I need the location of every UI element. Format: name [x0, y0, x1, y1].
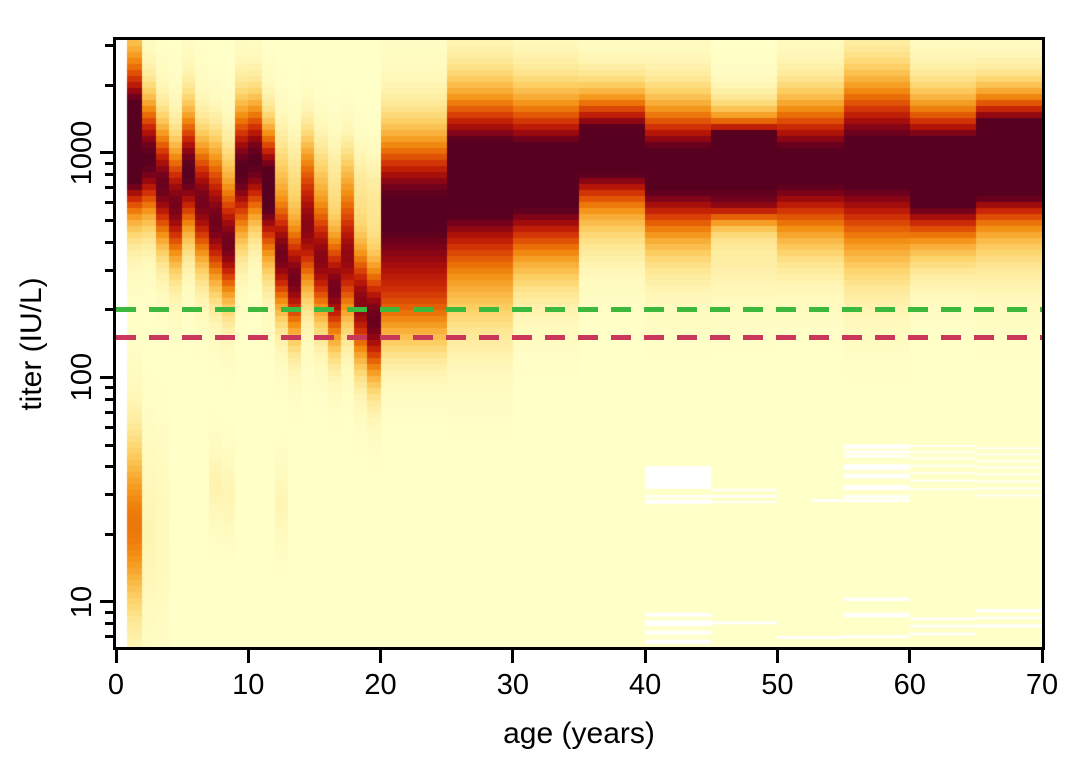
y-axis-title: titer (IU/L)	[15, 277, 48, 411]
y-minor-tick	[105, 173, 113, 177]
y-minor-tick	[105, 397, 113, 401]
y-minor-tick	[105, 240, 113, 244]
x-tick-label: 0	[107, 669, 125, 701]
x-tick-label: 50	[761, 669, 794, 701]
y-minor-tick	[105, 308, 113, 312]
x-tick-label: 30	[496, 669, 529, 701]
y-major-tick	[100, 600, 113, 604]
y-minor-tick	[105, 465, 113, 469]
y-tick-label: 100	[66, 353, 98, 402]
x-tick-label: 60	[893, 669, 926, 701]
y-minor-tick	[105, 219, 113, 223]
y-minor-tick	[105, 622, 113, 626]
y-minor-tick	[105, 201, 113, 205]
plot-area	[113, 37, 1045, 650]
heatmap-canvas	[116, 40, 1042, 647]
x-tick	[643, 650, 647, 663]
y-minor-tick	[105, 443, 113, 447]
y-minor-tick	[105, 83, 113, 87]
x-tick	[114, 650, 118, 663]
y-minor-tick	[105, 44, 113, 48]
y-major-tick	[100, 375, 113, 379]
y-minor-tick	[105, 410, 113, 414]
x-tick	[775, 650, 779, 663]
x-tick	[1040, 650, 1044, 663]
y-minor-tick	[105, 386, 113, 390]
y-minor-tick	[105, 635, 113, 639]
y-minor-tick	[105, 268, 113, 272]
y-minor-tick	[105, 532, 113, 536]
x-tick-label: 20	[364, 669, 397, 701]
x-tick-label: 10	[232, 669, 265, 701]
x-axis-title: age (years)	[503, 717, 655, 750]
x-tick	[246, 650, 250, 663]
y-minor-tick	[105, 425, 113, 429]
y-minor-tick	[105, 161, 113, 165]
y-minor-tick	[105, 610, 113, 614]
x-tick	[379, 650, 383, 663]
y-tick-label: 1000	[66, 120, 98, 186]
x-tick-label: 70	[1025, 669, 1059, 701]
y-minor-tick	[105, 493, 113, 497]
x-tick-label: 40	[629, 669, 662, 701]
x-tick	[511, 650, 515, 663]
y-tick-label: 10	[66, 585, 98, 619]
y-major-tick	[100, 151, 113, 155]
y-minor-tick	[105, 186, 113, 190]
x-tick	[908, 650, 912, 663]
